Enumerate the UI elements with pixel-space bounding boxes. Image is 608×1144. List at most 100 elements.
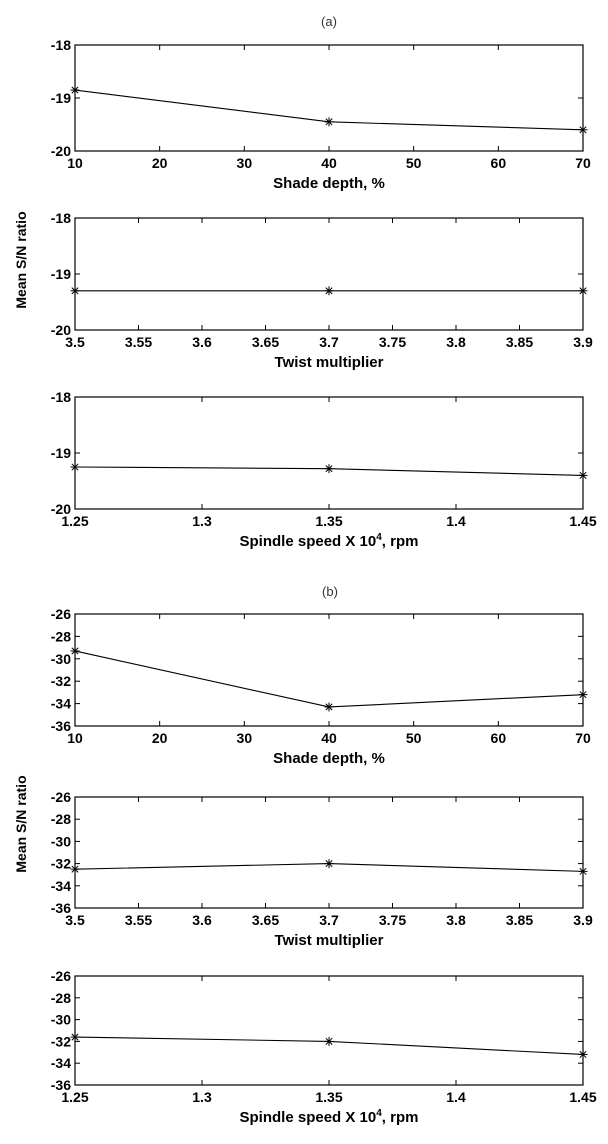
x-tick-label: 60	[491, 730, 507, 746]
data-point	[578, 690, 588, 700]
x-tick-label: 60	[491, 155, 507, 171]
x-tick-label: 3.9	[573, 334, 593, 350]
x-axis-label-text: Twist multiplier	[275, 354, 384, 371]
data-point	[70, 1032, 80, 1042]
marker-stroke	[325, 465, 333, 473]
y-tick-label: -32	[51, 1033, 71, 1049]
marker-stroke	[71, 865, 79, 873]
data-point	[70, 462, 80, 472]
marker-stroke	[579, 471, 587, 479]
x-tick-label: 3.8	[446, 912, 466, 928]
marker-stroke	[325, 287, 333, 295]
marker-stroke	[71, 287, 79, 295]
x-tick-label: 3.5	[65, 912, 85, 928]
y-tick-label: -19	[51, 266, 71, 282]
y-tick-label: -28	[51, 628, 71, 644]
x-tick-label: 1.25	[61, 1089, 88, 1105]
y-tick-label: -26	[51, 606, 71, 622]
y-tick-label: -20	[51, 322, 71, 338]
x-tick-label: 10	[67, 155, 83, 171]
x-axis-label-suffix: , rpm	[382, 1109, 419, 1126]
x-axis-label-superscript: 4	[376, 532, 382, 543]
data-point	[70, 864, 80, 874]
data-point	[324, 286, 334, 296]
y-tick-label: -26	[51, 789, 71, 805]
x-axis-label-text: Twist multiplier	[275, 932, 384, 949]
y-tick-label: -18	[51, 389, 71, 405]
data-point	[324, 1036, 334, 1046]
y-tick-label: -28	[51, 811, 71, 827]
x-tick-label: 3.6	[192, 334, 212, 350]
panel-a-label: (a)	[321, 14, 337, 29]
x-tick-label: 3.55	[125, 334, 152, 350]
y-tick-label: -30	[51, 651, 71, 667]
y-tick-label: -19	[51, 445, 71, 461]
x-tick-label: 1.35	[315, 1089, 342, 1105]
x-tick-label: 1.35	[315, 513, 342, 529]
y-tick-label: -19	[51, 90, 71, 106]
chart-1: 10 20 30 40 50 60 70 -18 -19 -20 Shade depth, %	[51, 37, 591, 192]
x-axis-label-text: Shade depth, %	[273, 175, 385, 192]
x-tick-label: 3.85	[506, 912, 533, 928]
marker-stroke	[71, 647, 79, 655]
x-axis-label: Spindle speed X 104, rpm	[240, 1108, 419, 1126]
y-tick-label: -36	[51, 718, 71, 734]
y-tick-label: -18	[51, 37, 71, 53]
x-tick-label: 3.9	[573, 912, 593, 928]
x-tick-label: 3.5	[65, 334, 85, 350]
plot-frame	[74, 796, 584, 909]
panel-b-ylabel: Mean S/N ratio	[13, 775, 29, 872]
marker-stroke	[325, 703, 333, 711]
x-axis-label: Twist multiplier	[275, 354, 384, 371]
x-axis-label: Spindle speed X 104, rpm	[240, 532, 419, 550]
plot-frame	[74, 396, 584, 510]
x-axis-label-text: Shade depth, %	[273, 750, 385, 767]
y-tick-label: -28	[51, 990, 71, 1006]
chart-3: 1.25 1.3 1.35 1.4 1.45 -18 -19 -20 Spindle speed…	[51, 389, 597, 550]
data-point	[578, 125, 588, 135]
chart-5: 3.5 3.55 3.6 3.65 3.7 3.75 3.8 3.85 3.9 -26 -28 -30…	[51, 789, 593, 949]
x-tick-label: 70	[575, 730, 591, 746]
x-tick-label: 20	[152, 730, 168, 746]
x-tick-label: 3.75	[379, 912, 406, 928]
y-tick-label: -36	[51, 900, 71, 916]
marker-stroke	[579, 867, 587, 875]
marker-stroke	[325, 118, 333, 126]
data-point	[578, 286, 588, 296]
marker-stroke	[579, 691, 587, 699]
x-tick-label: 3.7	[319, 334, 339, 350]
x-tick-label: 1.25	[61, 513, 88, 529]
plot-frame	[74, 217, 584, 331]
x-axis-label-superscript: 4	[376, 1108, 382, 1119]
x-tick-label: 3.6	[192, 912, 212, 928]
y-tick-label: -20	[51, 143, 71, 159]
x-tick-label: 10	[67, 730, 83, 746]
data-point	[324, 859, 334, 869]
x-tick-label: 3.55	[125, 912, 152, 928]
x-tick-label: 30	[237, 155, 253, 171]
x-tick-label: 20	[152, 155, 168, 171]
marker-stroke	[579, 1050, 587, 1059]
x-tick-label: 30	[237, 730, 253, 746]
chart-4: 10 20 30 40 50 60 70 -26 -28 -30 -32 -34 -36 Shade de…	[51, 606, 591, 767]
panel-b-label: (b)	[322, 584, 338, 599]
x-tick-label: 1.45	[569, 513, 596, 529]
x-tick-label: 40	[321, 730, 337, 746]
data-point	[324, 117, 334, 127]
x-tick-label: 40	[321, 155, 337, 171]
y-tick-label: -18	[51, 210, 71, 226]
panel-a-ylabel: Mean S/N ratio	[13, 211, 29, 308]
marker-stroke	[325, 1037, 333, 1045]
x-tick-label: 70	[575, 155, 591, 171]
x-tick-label: 3.65	[252, 334, 279, 350]
x-tick-label: 3.85	[506, 334, 533, 350]
y-tick-label: -36	[51, 1077, 71, 1093]
x-tick-label: 3.7	[319, 912, 339, 928]
chart-2: 3.5 3.55 3.6 3.65 3.7 3.75 3.8 3.85 3.9 -18 -19 -20…	[51, 210, 593, 371]
y-tick-label: -20	[51, 501, 71, 517]
y-tick-label: -32	[51, 673, 71, 689]
data-point	[578, 866, 588, 876]
data-point	[70, 646, 80, 656]
marker-stroke	[579, 287, 587, 295]
